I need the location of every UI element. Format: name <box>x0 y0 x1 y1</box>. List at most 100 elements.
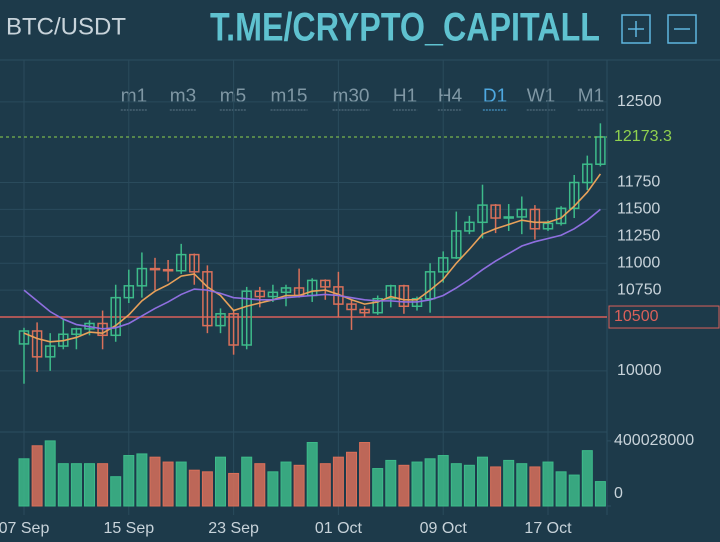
x-tick-label: 07 Sep <box>0 520 49 537</box>
timeframe-button[interactable]: W1 <box>527 86 556 107</box>
candle-body <box>123 285 135 299</box>
candle-body <box>254 290 266 298</box>
volume-bar <box>503 459 515 507</box>
volume-bar <box>568 474 580 507</box>
candle-body <box>451 230 462 259</box>
candle-body <box>71 328 82 335</box>
candle-body <box>162 268 174 272</box>
timeframe-button[interactable]: m3 <box>170 86 196 107</box>
volume-tick-label: 0 <box>614 485 623 502</box>
candle-body <box>346 303 357 311</box>
volume-bar <box>516 463 528 507</box>
candle-body <box>582 163 593 184</box>
candle-body <box>568 181 580 210</box>
timeframe-button[interactable]: D1 <box>483 86 507 107</box>
volume-bar <box>437 455 449 507</box>
candle-body <box>44 345 56 358</box>
y-tick-label: 11500 <box>617 201 660 218</box>
zoom-out-button[interactable] <box>667 14 697 44</box>
volume-bar <box>372 468 384 507</box>
volume-bar <box>542 461 554 507</box>
timeframe-button[interactable]: m1 <box>121 86 147 107</box>
x-tick-label: 15 Sep <box>103 520 154 537</box>
x-tick-label: 23 Sep <box>208 520 259 537</box>
volume-bar <box>555 471 567 507</box>
candle-body <box>189 253 200 273</box>
candle-body <box>437 257 449 273</box>
volume-bar <box>398 464 410 507</box>
volume-bar <box>306 442 318 507</box>
volume-bar <box>123 455 135 507</box>
volume-bar <box>346 451 357 507</box>
volume-bar <box>97 463 109 507</box>
volume-bar <box>57 463 69 507</box>
timeframe-button[interactable]: M1 <box>578 86 604 107</box>
volume-bar <box>188 469 200 507</box>
volume-bar <box>149 456 161 507</box>
x-tick-label: 17 Oct <box>524 520 572 537</box>
candle-body <box>555 207 567 225</box>
volume-bar <box>228 472 240 507</box>
zoom-in-button[interactable] <box>621 14 651 44</box>
candle-body <box>490 204 501 219</box>
volume-bar <box>254 463 266 507</box>
last-price-label: 12173.3 <box>614 128 672 145</box>
volume-bar <box>424 458 436 507</box>
moving-average-line <box>23 173 602 343</box>
volume-bar <box>385 459 397 507</box>
x-tick-label: 09 Oct <box>420 520 468 537</box>
volume-bar <box>293 464 305 507</box>
timeframe-button[interactable]: m15 <box>271 86 308 107</box>
volume-bar <box>463 464 475 507</box>
volume-bar <box>215 456 226 507</box>
volume-bar <box>18 458 30 507</box>
volume-bar <box>241 456 253 507</box>
y-tick-label: 11750 <box>617 174 660 191</box>
volume-bar <box>594 481 606 507</box>
volume-bar <box>31 445 43 507</box>
chart-title: BTC/USDT <box>6 13 126 40</box>
volume-bar <box>84 463 95 507</box>
candle-body <box>280 287 292 294</box>
marker-label: 10500 <box>614 308 659 325</box>
volume-bar <box>411 461 423 507</box>
candle-body <box>228 313 239 346</box>
timeframe-button[interactable]: H4 <box>438 86 463 107</box>
volume-bar <box>70 463 82 507</box>
candle-body <box>202 271 213 327</box>
candle-body <box>267 291 279 298</box>
volume-tick-label: 400028000 <box>614 432 694 449</box>
candle-body <box>149 267 161 271</box>
volume-bar <box>267 471 279 507</box>
volume-bar <box>175 461 187 507</box>
volume-bar <box>280 461 292 507</box>
candle-body <box>542 222 554 230</box>
volume-bar <box>110 476 122 507</box>
volume-bar <box>359 442 371 507</box>
volume-bar <box>162 461 174 507</box>
candle-body <box>372 297 383 314</box>
y-tick-label: 11000 <box>617 254 660 271</box>
volume-bar <box>201 471 213 507</box>
volume-bar <box>529 466 541 507</box>
volume-bar <box>450 463 462 507</box>
watermark: T.ME/CRYPTO_CAPITALL <box>210 6 600 50</box>
candle-body <box>503 216 514 219</box>
candle-body <box>175 253 187 272</box>
y-tick-label: 10000 <box>617 362 662 379</box>
volume-bar <box>44 440 56 507</box>
volume-bar <box>332 456 344 507</box>
candle-body <box>18 330 30 345</box>
y-tick-label: 11250 <box>617 228 660 245</box>
timeframe-button[interactable]: H1 <box>393 86 417 107</box>
candle-body <box>464 221 475 232</box>
timeframe-button[interactable]: m5 <box>220 86 246 107</box>
candle-body <box>529 208 541 230</box>
y-tick-label: 10750 <box>617 281 662 298</box>
candle-body <box>320 279 331 288</box>
candle-body <box>398 285 410 308</box>
candle-body <box>215 313 226 327</box>
candle-body <box>477 204 488 224</box>
volume-bar <box>477 456 488 507</box>
